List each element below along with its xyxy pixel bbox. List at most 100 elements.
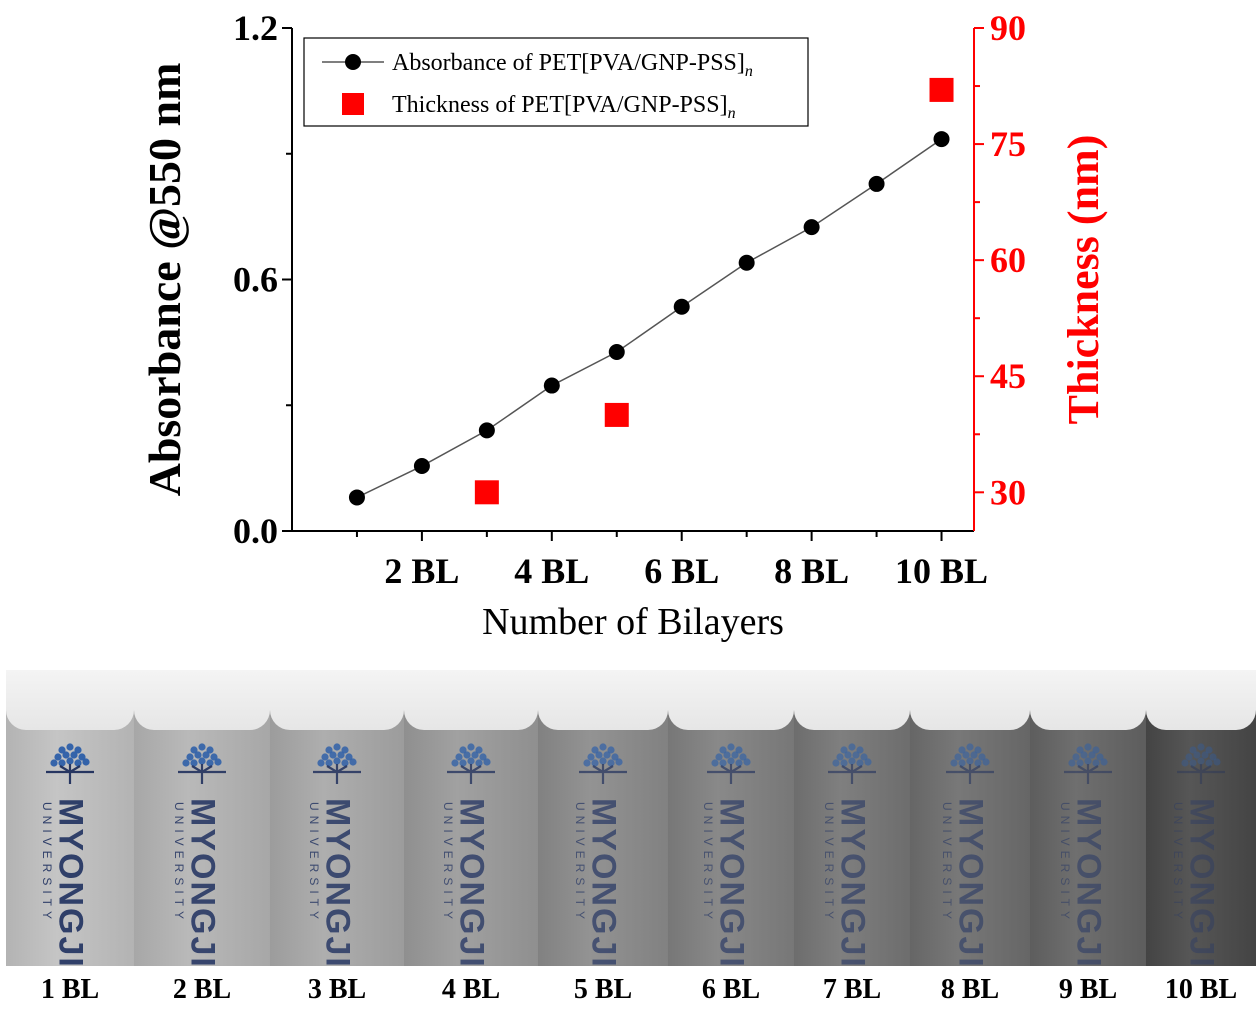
tree-leaf-dot	[58, 746, 66, 754]
tree-leaf-dot	[1092, 759, 1100, 767]
tree-leaf-dot	[333, 757, 341, 765]
brand-word: MYONGJI	[1182, 798, 1221, 966]
sample-holder-cap	[794, 670, 910, 730]
sample-film: MYONGJI UNIVERSITY	[134, 670, 270, 966]
right-y-tick-label: 30	[990, 472, 1026, 512]
sample-caption: 1 BL	[40, 974, 100, 1005]
tree-leaf-dot	[70, 751, 78, 759]
sample-holder-cap	[910, 670, 1030, 730]
tree-leaf-dot	[735, 746, 743, 754]
sample-holder-cap	[1030, 670, 1146, 730]
tree-logo-icon	[946, 743, 994, 784]
tree-leaf-dot	[607, 746, 615, 754]
tree-leaf-dot	[325, 746, 333, 754]
tree-leaf-dot	[1100, 758, 1108, 766]
tree-leaf-dot	[727, 757, 735, 765]
sample-film: MYONGJI UNIVERSITY	[794, 670, 910, 966]
tree-leaf-dot	[1193, 751, 1201, 759]
tree-leaf-dot	[1205, 759, 1213, 767]
brand-subword: UNIVERSITY	[172, 802, 186, 925]
brand-subword: UNIVERSITY	[1058, 802, 1072, 925]
tree-leaf-dot	[852, 751, 860, 759]
brand-word: MYONGJI	[51, 798, 90, 966]
tree-leaf-dot	[739, 753, 747, 761]
thickness-point	[929, 77, 954, 102]
sample-caption-row: 1 BL 2 BL 3 BL 4 BL 5 BL 6 BL 7 BL 8 BL 9 BL 10 B…	[6, 974, 1256, 1010]
left-y-tick-label: 0.6	[233, 260, 278, 300]
absorbance-point	[673, 298, 690, 315]
legend-entry-absorbance-name: Absorbance of PET[PVA/GNP-PSS]	[392, 50, 745, 76]
tree-leaf-dot	[970, 751, 978, 759]
sample-caption: 6 BL	[701, 974, 761, 1005]
tree-leaf-dot	[966, 743, 974, 751]
sample-film: MYONGJI UNIVERSITY	[668, 670, 794, 966]
tree-trunk	[946, 764, 994, 784]
brand-word: MYONGJI	[1069, 798, 1108, 966]
tree-leaf-dot	[1072, 753, 1080, 761]
x-tick-label: 8 BL	[774, 551, 849, 591]
tree-leaf-dot	[78, 753, 86, 761]
chart-legend: Absorbance of PET[PVA/GNP-PSS]nThickness…	[303, 37, 809, 127]
tree-leaf-dot	[1209, 753, 1217, 761]
tree-leaf-dot	[962, 751, 970, 759]
tree-leaf-dot	[1205, 746, 1213, 754]
tree-leaf-dot	[74, 746, 82, 754]
legend-circle-swatch	[345, 54, 361, 70]
tree-leaf-dot	[321, 753, 329, 761]
tree-leaf-dot	[1084, 743, 1092, 751]
tree-leaf-dot	[1068, 759, 1076, 767]
tree-leaf-dot	[950, 759, 958, 767]
absorbance-point	[543, 377, 560, 394]
absorbance-point	[478, 422, 495, 439]
sample-holder-cap	[6, 670, 134, 730]
tree-leaf-dot	[599, 757, 607, 765]
tree-leaf-dot	[731, 751, 739, 759]
tree-trunk	[447, 764, 495, 784]
brand-word: MYONGJI	[712, 798, 751, 966]
brand-word: MYONGJI	[452, 798, 491, 966]
tree-leaf-dot	[856, 746, 864, 754]
sample-caption: 9 BL	[1058, 974, 1118, 1005]
absorbance-point	[348, 489, 365, 506]
sample-holder-cap	[1146, 670, 1256, 730]
sample-caption: 4 BL	[441, 974, 501, 1005]
tree-leaf-dot	[727, 743, 735, 751]
tree-leaf-dot	[591, 759, 599, 767]
sample-holder-cap	[404, 670, 538, 730]
tree-leaf-dot	[467, 743, 475, 751]
brand-subword: UNIVERSITY	[940, 802, 954, 925]
tree-logo-icon	[828, 743, 876, 784]
tree-leaf-dot	[719, 746, 727, 754]
tree-logo-icon	[447, 743, 495, 784]
tree-trunk	[178, 764, 226, 784]
tree-leaf-dot	[603, 751, 611, 759]
tree-leaf-dot	[1181, 759, 1189, 767]
x-tick-label: 4 BL	[514, 551, 589, 591]
x-axis-title: Number of Bilayers	[482, 601, 784, 643]
tree-logo-icon	[178, 743, 226, 784]
brand-word: MYONGJI	[584, 798, 623, 966]
tree-leaf-dot	[840, 746, 848, 754]
sample-holder-cap	[134, 670, 270, 730]
sample-film: MYONGJI UNIVERSITY	[270, 670, 404, 966]
brand-subword: UNIVERSITY	[307, 802, 321, 925]
absorbance-point	[413, 458, 430, 475]
right-y-tick-label: 90	[990, 8, 1026, 48]
tree-leaf-dot	[66, 743, 74, 751]
brand-word: MYONGJI	[318, 798, 357, 966]
tree-leaf-dot	[451, 759, 459, 767]
tree-leaf-dot	[82, 758, 90, 766]
tree-logo-icon	[1177, 743, 1225, 784]
sample-film: MYONGJI UNIVERSITY	[1146, 670, 1256, 966]
absorbance-point	[933, 131, 950, 148]
tree-leaf-dot	[1201, 751, 1209, 759]
left-y-tick-label: 0.0	[233, 511, 278, 551]
absorbance-line	[356, 138, 942, 499]
tree-leaf-dot	[1084, 757, 1092, 765]
tree-leaf-dot	[848, 743, 856, 751]
absorbance-point	[608, 344, 625, 361]
brand-subword: UNIVERSITY	[822, 802, 836, 925]
sample-film: MYONGJI UNIVERSITY	[910, 670, 1030, 966]
brand-word: MYONGJI	[183, 798, 222, 966]
brand-subword: UNIVERSITY	[573, 802, 587, 925]
